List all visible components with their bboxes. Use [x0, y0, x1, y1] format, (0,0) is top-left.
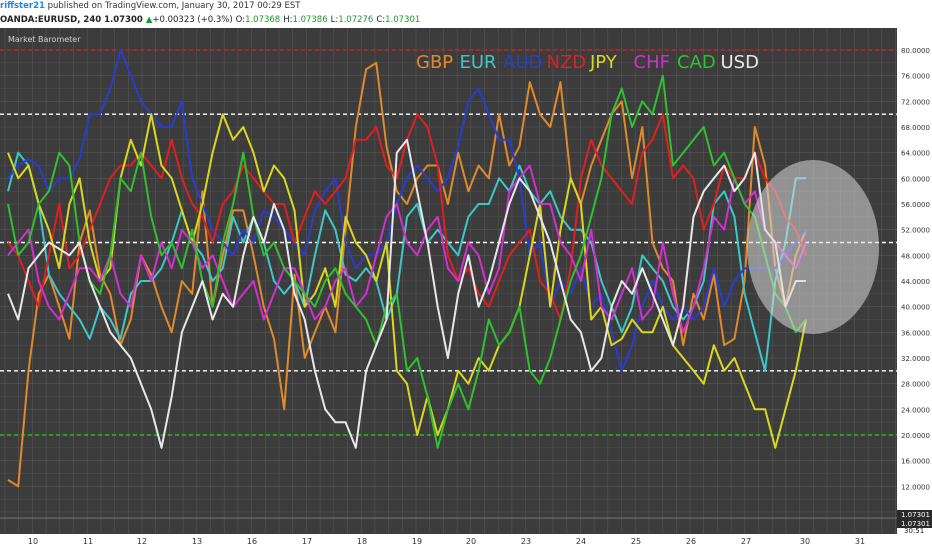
close-label: C:	[376, 15, 386, 25]
publisher-link[interactable]: riffster21	[0, 1, 45, 11]
low-value: 1.07276	[338, 15, 374, 25]
highlight-ellipse	[747, 160, 879, 334]
legend-eur: EUR	[460, 52, 497, 73]
y-tick-label: 80.0000	[901, 47, 930, 55]
publish-line: riffster21 published on TradingView.com,…	[0, 0, 932, 13]
x-tick-label: 26	[686, 537, 696, 546]
x-tick-label: 24	[576, 537, 586, 546]
x-tick-label: 27	[741, 537, 751, 546]
legend-gbp: GBP	[416, 52, 453, 73]
y-tick-label: 64.0000	[901, 150, 930, 158]
y-tick-label: 12.0000	[901, 483, 930, 491]
legend-cad: CAD	[677, 52, 716, 73]
x-tick-label: 20	[466, 537, 476, 546]
market-barometer-chart[interactable]: GBP EUR AUD NZD JPY CHF CAD USD 80.0000 76.0000 7…	[0, 28, 932, 550]
price-label-1-text: 1.07301	[901, 511, 930, 519]
x-tick-label: 16	[247, 537, 257, 546]
price-value: 1.07300	[104, 15, 143, 25]
change-up-icon: ▲	[145, 15, 153, 25]
series-line-usd[interactable]	[7, 138, 806, 449]
price-label-2-text: 1.07301	[901, 520, 930, 528]
x-tick-label: 30	[800, 537, 810, 546]
x-tick-label: 11	[83, 537, 93, 546]
panel-title: Market Barometer	[8, 35, 81, 44]
y-tick-label: 44.0000	[901, 278, 930, 286]
y-tick-label: 40.0000	[901, 304, 930, 312]
low-label: L:	[330, 15, 339, 25]
price-label-2	[897, 519, 932, 528]
high-value: 1.07386	[292, 15, 328, 25]
y-tick-label: 16.0000	[901, 458, 930, 466]
y-tick-label: 60.0000	[901, 175, 930, 183]
series-line-chf[interactable]	[7, 164, 807, 334]
price-label-1	[897, 510, 932, 519]
y-tick-label: 36.0000	[901, 329, 930, 337]
change-value: +0.00323 (+0.3%)	[152, 15, 233, 25]
high-label: H:	[283, 15, 293, 25]
legend-chf: CHF	[634, 52, 670, 73]
open-value: 1.07368	[245, 15, 281, 25]
series-line-cad[interactable]	[7, 74, 807, 449]
y-tick-label: 24.0000	[901, 406, 930, 414]
y-tick-label: 28.0000	[901, 381, 930, 389]
x-tick-label: 25	[631, 537, 641, 546]
countdown-label: 30:51	[904, 527, 924, 535]
y-tick-label: 76.0000	[901, 73, 930, 81]
symbol-line: OANDA:EURUSD, 240 1.07300 ▲+0.00323 (+0.…	[0, 13, 932, 28]
y-tick-label: 32.0000	[901, 355, 930, 363]
close-value: 1.07301	[385, 15, 421, 25]
x-tick-label: 12	[137, 537, 147, 546]
y-tick-label: 56.0000	[901, 201, 930, 209]
x-tick-label: 17	[302, 537, 312, 546]
symbol-label: OANDA:EURUSD, 240	[0, 15, 102, 25]
legend-usd: USD	[721, 52, 759, 73]
legend-aud: AUD	[503, 52, 542, 73]
series-line-aud[interactable]	[7, 49, 807, 372]
x-tick-label: 23	[521, 537, 531, 546]
y-tick-label: 48.0000	[901, 252, 930, 260]
x-tick-label: 19	[412, 537, 422, 546]
series-line-eur[interactable]	[7, 151, 806, 372]
y-tick-label: 72.0000	[901, 98, 930, 106]
y-tick-label: 52.0000	[901, 227, 930, 235]
y-tick-label: 20.0000	[901, 432, 930, 440]
x-tick-label: 10	[28, 537, 38, 546]
x-tick-label: 31	[855, 537, 865, 546]
open-label: O:	[235, 15, 246, 25]
legend-jpy: JPY	[589, 52, 618, 73]
y-tick-label: 68.0000	[901, 124, 930, 132]
x-tick-label: 13	[192, 537, 202, 546]
published-text: published on TradingView.com, January 30…	[47, 1, 301, 11]
x-tick-label: 18	[357, 537, 367, 546]
legend-nzd: NZD	[547, 52, 587, 73]
